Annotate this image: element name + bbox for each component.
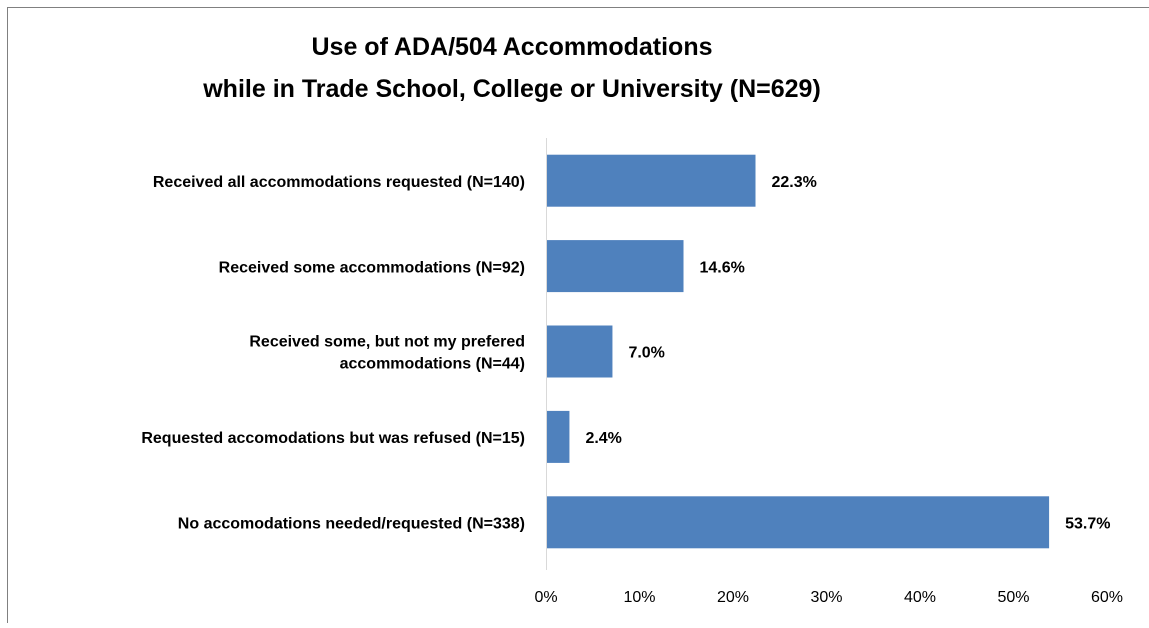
bar	[547, 240, 684, 292]
value-label: 53.7%	[1065, 516, 1110, 533]
bar	[547, 411, 569, 463]
value-label: 14.6%	[700, 259, 745, 276]
x-tick-label: 30%	[810, 589, 842, 606]
x-tick-label: 10%	[623, 589, 655, 606]
y-tick-label: Requested accomodations but was refused …	[141, 430, 525, 447]
x-tick-label: 60%	[1091, 589, 1123, 606]
x-tick-label: 50%	[997, 589, 1029, 606]
bar	[547, 155, 756, 207]
x-tick-label: 0%	[534, 589, 557, 606]
y-tick-label: Received all accommodations requested (N…	[153, 174, 525, 191]
value-label: 7.0%	[628, 345, 664, 362]
y-tick-label: Received some accommodations (N=92)	[219, 259, 525, 276]
value-label: 2.4%	[585, 430, 621, 447]
bar	[547, 496, 1049, 548]
value-label: 22.3%	[772, 174, 817, 191]
x-tick-label: 20%	[717, 589, 749, 606]
bar	[547, 326, 612, 378]
x-tick-label: 40%	[904, 589, 936, 606]
y-tick-label: No accomodations needed/requested (N=338…	[178, 516, 525, 533]
